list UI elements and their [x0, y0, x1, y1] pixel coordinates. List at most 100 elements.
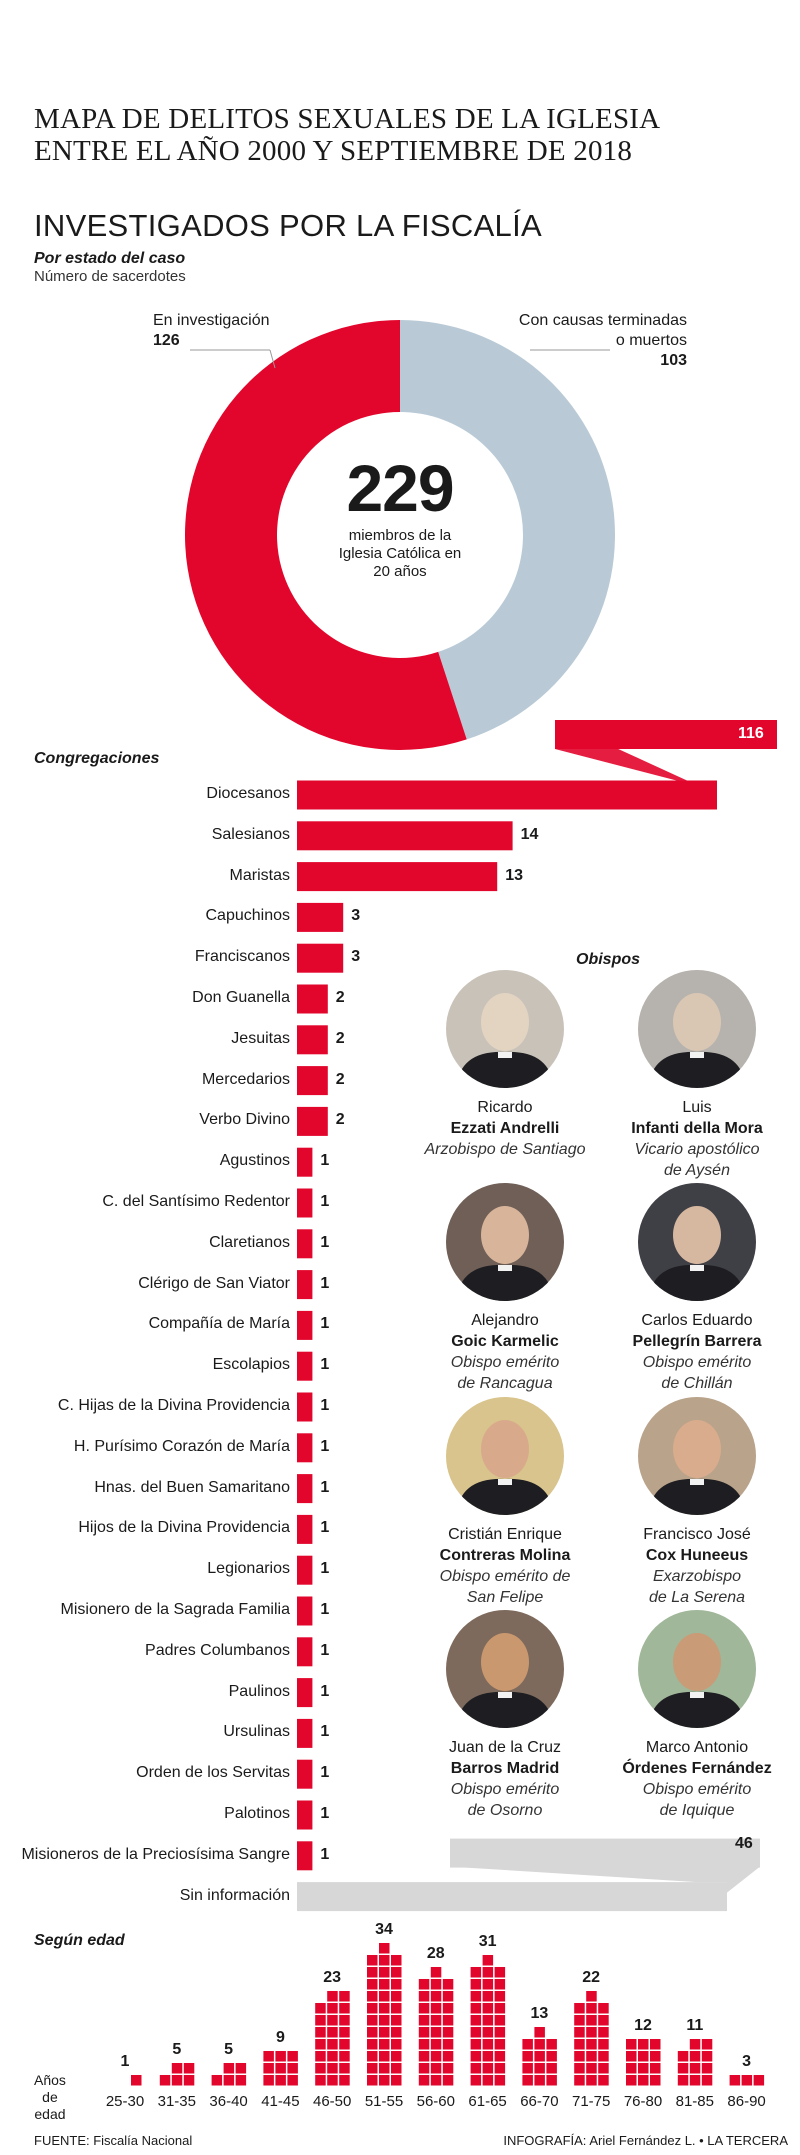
bishop-role: de La Serena	[648, 1589, 746, 1606]
infographic-title: MAPA DE DELITOS SEXUALES DE LA IGLESIA E…	[34, 103, 659, 167]
congregacion-label: Maristas	[229, 866, 290, 884]
bishop-card: Ricardo Ezzati Andrelli Arzobispo de Santi…	[410, 1097, 600, 1160]
edad-square	[586, 1991, 597, 2002]
congregacion-bar	[297, 902, 344, 932]
edad-square	[638, 2039, 649, 2050]
edad-square	[701, 2063, 713, 2074]
edad-square	[327, 2003, 338, 2014]
congregaciones-chart	[297, 720, 777, 1912]
bishop-role: Obispo emérito	[642, 1781, 752, 1798]
bishop-first-name: Francisco José	[643, 1526, 751, 1543]
congregacion-bar	[297, 780, 717, 810]
congregacion-value: 1	[320, 1233, 330, 1251]
edad-square	[650, 2051, 661, 2062]
edad-square	[626, 2039, 637, 2050]
edad-square	[677, 2063, 689, 2074]
edad-heading: Según edad	[34, 1932, 125, 1949]
edad-square	[494, 1967, 506, 1978]
congregacion-label: Legionarios	[207, 1560, 290, 1578]
edad-square	[729, 2075, 741, 2086]
edad-square	[263, 2075, 274, 2086]
edad-square	[546, 2075, 557, 2086]
edad-value: 28	[426, 1945, 445, 1962]
edad-square	[418, 1991, 430, 2002]
edad-square	[287, 2051, 298, 2062]
edad-square	[482, 2075, 494, 2086]
edad-square	[574, 2075, 585, 2086]
congregacion-label: Hijos de la Divina Providencia	[78, 1519, 290, 1537]
edad-square	[339, 2015, 350, 2026]
edad-square	[598, 2003, 609, 2014]
edad-square	[701, 2039, 713, 2050]
portrait-photo	[638, 1610, 756, 1728]
edad-square	[339, 2075, 350, 2086]
congregacion-bar-break	[450, 1866, 760, 1893]
donut-center-line3: 20 años	[373, 563, 427, 580]
donut-subheading: Número de sacerdotes	[34, 268, 186, 285]
edad-square	[546, 2063, 557, 2074]
congregacion-bar	[297, 1066, 328, 1096]
edad-square	[223, 2075, 235, 2086]
edad-category: 31-35	[157, 2093, 196, 2110]
edad-square	[753, 2075, 765, 2086]
edad-square	[391, 1955, 402, 1966]
edad-square	[494, 2051, 506, 2062]
edad-square	[598, 2039, 609, 2050]
bishop-card: Francisco José Cox Huneeus Exarzobispo de L…	[602, 1524, 792, 1608]
congregacion-label: Capuchinos	[205, 907, 291, 925]
edad-square	[235, 2075, 247, 2086]
edad-square	[367, 1967, 378, 1978]
bishop-card: Juan de la Cruz Barros Madrid Obispo eméri…	[410, 1737, 600, 1821]
bishop-first-name: Cristián Enrique	[448, 1526, 562, 1543]
edad-value: 5	[224, 2041, 234, 2058]
congregacion-value: 1	[320, 1805, 330, 1822]
edad-square	[522, 2075, 533, 2086]
congregacion-value: 1	[320, 1315, 330, 1333]
congregacion-label: Palotinos	[224, 1805, 290, 1822]
edad-square	[470, 2063, 482, 2074]
edad-square	[379, 2039, 390, 2050]
congregacion-value: 1	[320, 1274, 330, 1292]
edad-square	[546, 2039, 557, 2050]
congregacion-value: 116	[738, 725, 764, 742]
edad-square	[391, 2039, 402, 2050]
edad-square	[650, 2039, 661, 2050]
edad-square	[379, 1943, 390, 1954]
edad-square	[494, 2075, 506, 2086]
edad-square	[418, 2075, 430, 2086]
congregacion-value: 1	[320, 1193, 330, 1210]
edad-square	[701, 2051, 713, 2062]
bishop-role: Obispo emérito de	[439, 1568, 571, 1585]
edad-square	[367, 2039, 378, 2050]
bishop-card: Luis Infanti della Mora Vicario apostólico…	[602, 1097, 792, 1181]
congregacion-bar	[297, 1596, 313, 1626]
bishop-role: de Rancagua	[457, 1375, 553, 1392]
edad-square	[482, 2051, 494, 2062]
edad-square	[367, 2063, 378, 2074]
edad-category: 56-60	[416, 2093, 455, 2110]
portrait-photo	[638, 1183, 756, 1301]
congregacion-bar	[297, 1718, 313, 1748]
congregacion-bar	[297, 1270, 313, 1300]
edad-square	[470, 2051, 482, 2062]
edad-square	[287, 2075, 298, 2086]
edad-square	[367, 2015, 378, 2026]
edad-square	[430, 2051, 442, 2062]
edad-value: 1	[120, 2053, 130, 2070]
edad-value: 22	[582, 1969, 601, 1986]
congregacion-value: 1	[320, 1397, 330, 1414]
bishop-last-name: Contreras Molina	[439, 1547, 571, 1564]
edad-square	[367, 2003, 378, 2014]
edad-square	[442, 2039, 454, 2050]
bishop-last-name: Cox Huneeus	[645, 1547, 749, 1564]
edad-square	[418, 2039, 430, 2050]
edad-square	[701, 2075, 713, 2086]
congregacion-value: 1	[320, 1641, 330, 1659]
congregaciones-heading: Congregaciones	[34, 750, 160, 767]
congregacion-value: 1	[320, 1478, 330, 1496]
edad-square	[339, 2027, 350, 2038]
edad-square	[741, 2075, 753, 2086]
edad-square	[315, 2075, 326, 2086]
donut-slices	[184, 320, 615, 750]
edad-square	[418, 2063, 430, 2074]
